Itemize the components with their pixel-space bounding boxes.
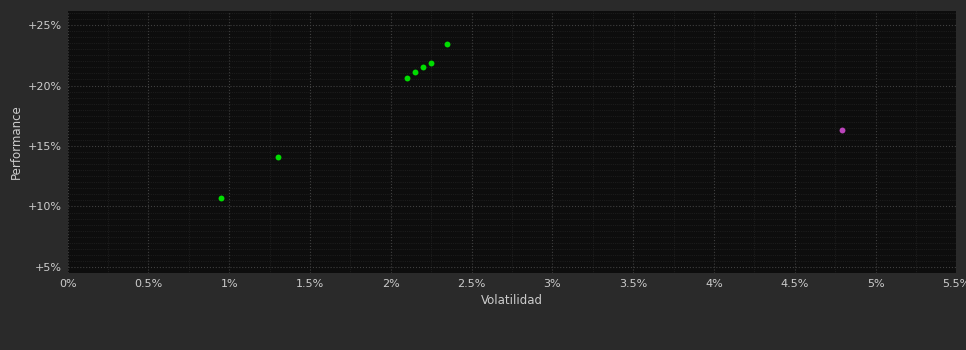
Point bbox=[415, 64, 431, 70]
Y-axis label: Performance: Performance bbox=[10, 104, 22, 179]
Point bbox=[834, 127, 849, 133]
Point bbox=[213, 195, 229, 201]
Point bbox=[440, 42, 455, 47]
X-axis label: Volatilidad: Volatilidad bbox=[481, 294, 543, 307]
Point bbox=[408, 69, 423, 75]
Point bbox=[270, 154, 285, 160]
Point bbox=[423, 60, 439, 65]
Point bbox=[399, 76, 414, 81]
